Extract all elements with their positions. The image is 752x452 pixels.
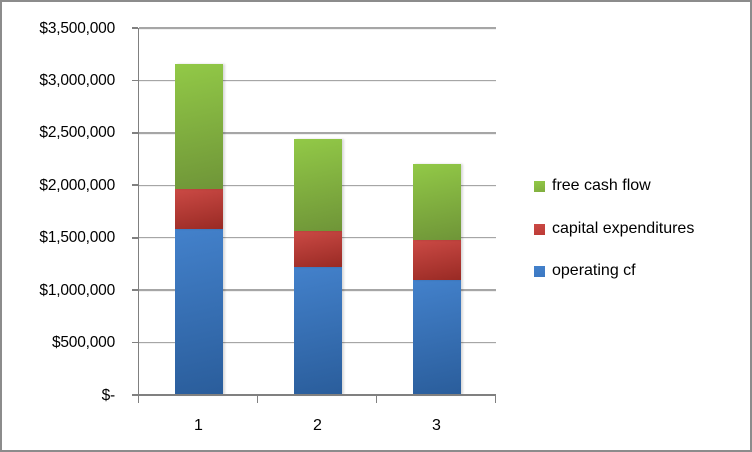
gridline	[139, 132, 496, 134]
x-axis-tick	[256, 395, 259, 403]
bar-segment-free-cash-flow-cat3[interactable]	[412, 164, 461, 240]
legend-item-free-cash-flow[interactable]: free cash flow	[534, 176, 651, 196]
legend-item-operating-cf[interactable]: operating cf	[534, 261, 636, 281]
legend-label: capital expenditures	[552, 220, 695, 237]
y-axis-tick-label: $1,500,000	[39, 229, 115, 247]
y-axis-tick-label: $3,000,000	[39, 71, 115, 89]
gridline	[139, 27, 496, 29]
bar-segment-operating-cf-cat1[interactable]	[174, 229, 223, 395]
x-axis-line	[137, 394, 496, 396]
bar-segment-capital-expenditures-cat2[interactable]	[293, 230, 342, 268]
y-axis-tick-label: $3,500,000	[39, 19, 115, 37]
y-axis-tick	[131, 184, 138, 187]
y-axis-tick	[131, 79, 138, 82]
bar-segment-free-cash-flow-cat2[interactable]	[293, 139, 342, 231]
y-axis-tick	[131, 341, 138, 344]
y-axis-tick-label: $2,500,000	[39, 124, 115, 142]
legend-swatch-icon	[534, 265, 545, 277]
legend-label: free cash flow	[552, 177, 651, 194]
x-axis-tick	[375, 395, 378, 403]
x-axis-category-label: 1	[194, 417, 203, 434]
y-axis-line	[137, 28, 139, 397]
bar-segment-free-cash-flow-cat1[interactable]	[174, 63, 223, 190]
bar-segment-capital-expenditures-cat3[interactable]	[412, 239, 461, 280]
legend-swatch-icon	[534, 223, 545, 235]
bar-segment-operating-cf-cat2[interactable]	[293, 267, 342, 395]
y-axis-tick-label: $2,000,000	[39, 176, 115, 194]
y-axis-tick	[131, 289, 138, 292]
x-axis-tick	[494, 395, 497, 403]
y-axis-tick	[131, 131, 138, 134]
y-axis-tick-label: $-	[101, 386, 116, 404]
x-axis-category-label: 3	[432, 417, 441, 434]
y-axis-tick-label: $1,000,000	[39, 281, 115, 299]
legend-swatch-icon	[534, 180, 545, 192]
y-axis-tick	[131, 27, 138, 29]
gridline	[139, 79, 496, 82]
y-axis-tick-label: $500,000	[51, 334, 115, 352]
y-axis-tick	[131, 236, 138, 239]
x-axis-category-label: 2	[313, 417, 322, 434]
bar-segment-capital-expenditures-cat1[interactable]	[174, 189, 223, 230]
x-axis-tick	[137, 395, 140, 403]
y-axis-tick	[131, 394, 138, 396]
bar-segment-operating-cf-cat3[interactable]	[412, 279, 461, 395]
legend-item-capital-expenditures[interactable]: capital expenditures	[534, 219, 694, 239]
legend-label: operating cf	[552, 262, 636, 279]
